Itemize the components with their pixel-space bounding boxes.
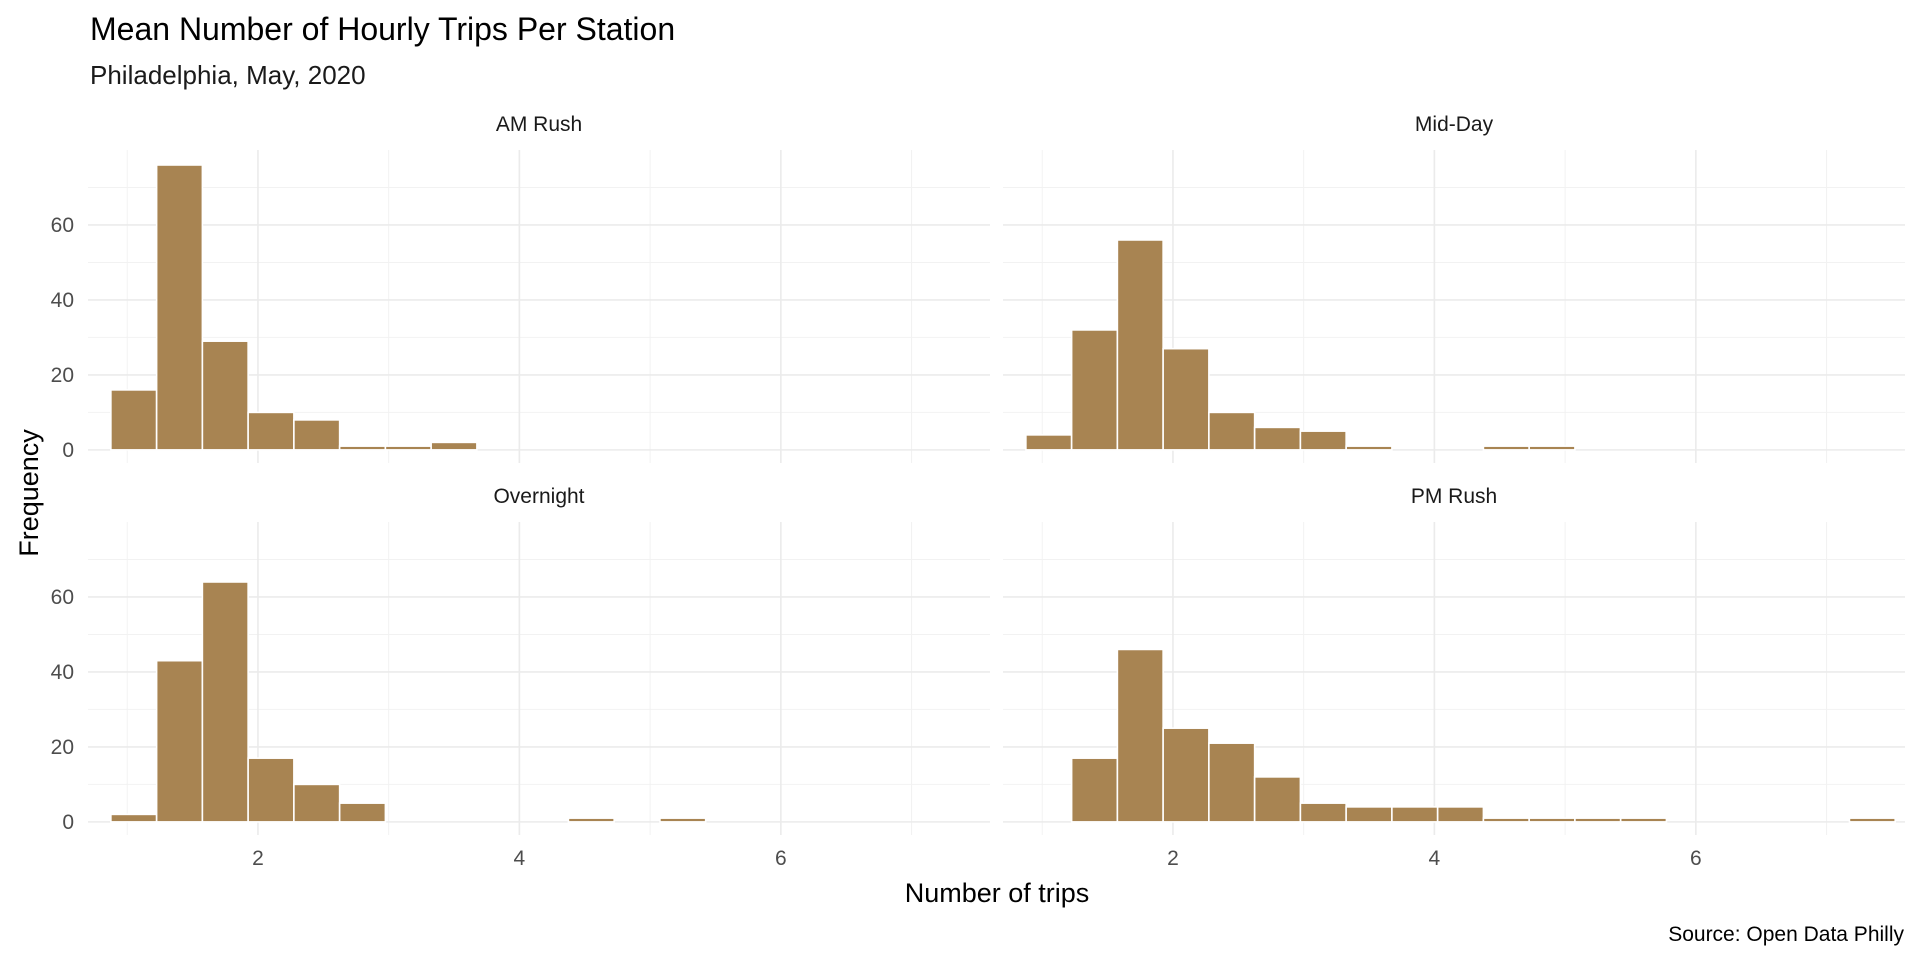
histogram-bar	[1162, 727, 1210, 823]
histogram-bar	[201, 340, 249, 451]
histogram-bar	[1070, 757, 1119, 823]
histogram-bar	[155, 659, 204, 823]
histogram-bar	[1619, 817, 1668, 823]
y-tick-label: 0	[62, 811, 74, 834]
histogram-bar	[1528, 445, 1576, 451]
x-tick-label: 6	[1690, 847, 1702, 870]
histogram-bar	[1208, 742, 1256, 823]
histogram-bar	[1116, 648, 1164, 823]
strip-label-am-rush: AM Rush	[496, 113, 582, 136]
histogram-bar	[659, 817, 707, 823]
histogram-bar	[293, 783, 341, 823]
x-tick-label: 4	[1429, 847, 1441, 870]
strip-label-pm-rush: PM Rush	[1411, 485, 1497, 508]
y-tick-label: 0	[62, 439, 74, 462]
histogram-bar	[155, 164, 204, 451]
chart-subtitle: Philadelphia, May, 2020	[90, 60, 366, 90]
histogram-bar	[1391, 806, 1439, 823]
y-axis-title: Frequency	[14, 429, 44, 557]
panel-am-rush: AM Rush 0 20 40 60	[51, 113, 990, 463]
x-tick-label: 4	[514, 847, 526, 870]
y-tick-label: 40	[51, 661, 74, 684]
histogram-bar	[1345, 445, 1393, 451]
histogram-bar	[1574, 817, 1622, 823]
histogram-bar	[1528, 817, 1576, 823]
panel-pm-rush: PM Rush 2 4 6	[1003, 485, 1905, 870]
x-tick-label: 6	[775, 847, 787, 870]
strip-label-mid-day: Mid-Day	[1415, 113, 1494, 136]
histogram-bar	[1070, 329, 1119, 451]
histogram-bar	[1482, 445, 1530, 451]
y-tick-label: 60	[51, 214, 74, 237]
histogram-bar	[384, 445, 432, 451]
x-axis-title: Number of trips	[905, 878, 1090, 908]
chart-caption: Source: Open Data Philly	[1668, 923, 1904, 946]
y-tick-label: 60	[51, 586, 74, 609]
facet-panels: AM Rush 0 20 40 60 Mid-Day Overnight 0 20 40 60 2 4 6…	[51, 113, 1905, 870]
histogram-bar	[1025, 434, 1073, 451]
histogram-bar	[1345, 806, 1393, 823]
histogram-bar	[1116, 239, 1164, 451]
histogram-bar	[1162, 347, 1210, 451]
y-tick-label: 20	[51, 736, 74, 759]
histogram-bar	[1436, 806, 1485, 823]
histogram-bar	[247, 411, 295, 451]
y-tick-label: 20	[51, 364, 74, 387]
histogram-bar	[430, 441, 478, 451]
histogram-bar	[201, 581, 249, 823]
x-tick-label: 2	[252, 847, 264, 870]
y-tick-label: 40	[51, 289, 74, 312]
histogram-bar	[1208, 411, 1256, 451]
histogram-bar	[338, 445, 387, 451]
histogram-bar	[1482, 817, 1530, 823]
histogram-bar	[1299, 430, 1347, 451]
panel-mid-day: Mid-Day	[1003, 113, 1905, 463]
histogram-bar	[1848, 817, 1896, 823]
strip-label-overnight: Overnight	[493, 485, 584, 508]
chart-title: Mean Number of Hourly Trips Per Station	[90, 11, 675, 47]
histogram-bar	[110, 389, 158, 451]
histogram-bar	[110, 813, 158, 823]
panel-overnight: Overnight 0 20 40 60 2 4 6	[51, 485, 990, 870]
histogram-bar	[338, 802, 387, 823]
histogram-bar	[1253, 426, 1302, 451]
histogram-bar	[567, 817, 615, 823]
histogram-bar	[293, 419, 341, 451]
x-tick-label: 2	[1167, 847, 1179, 870]
histogram-bar	[247, 757, 295, 823]
histogram-bar	[1253, 776, 1302, 823]
histogram-bar	[1299, 802, 1347, 823]
